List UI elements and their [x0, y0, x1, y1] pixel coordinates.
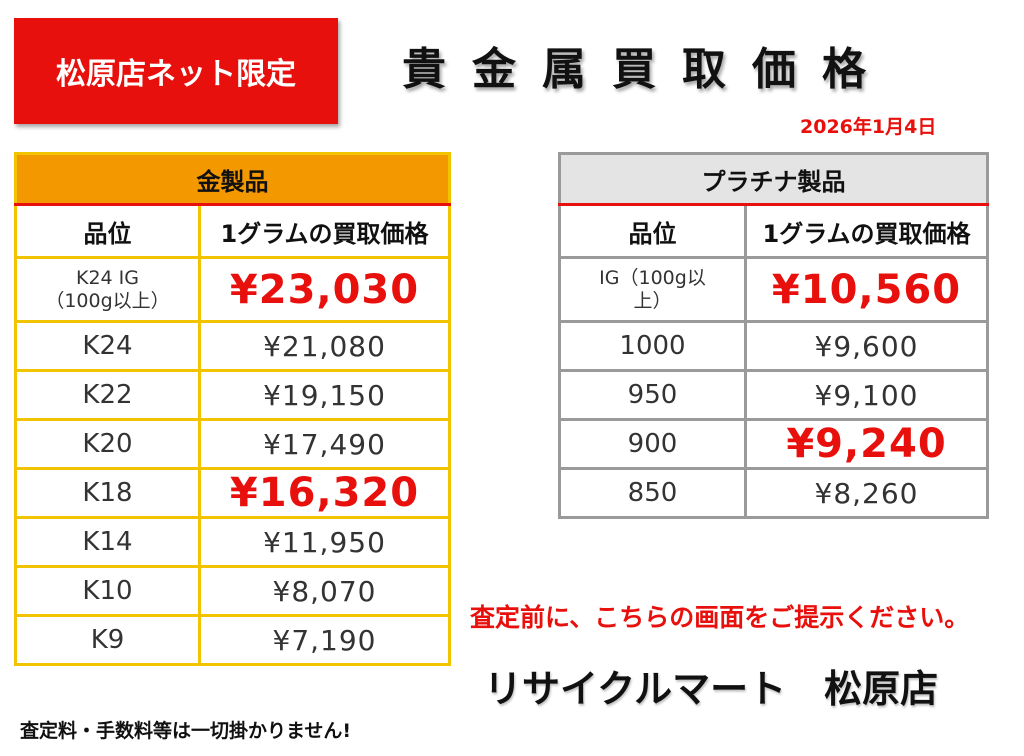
- gold-grade: K20: [14, 418, 201, 470]
- page-title: 貴金属買取価格: [402, 44, 892, 95]
- platinum-featured-price: ¥10,560: [744, 256, 989, 323]
- platinum-table-header: プラチナ製品: [558, 152, 989, 206]
- platinum-row: 1000 ¥9,600: [558, 320, 989, 372]
- platinum-grade: 850: [558, 467, 747, 519]
- platinum-grade-column-header: 品位: [558, 203, 747, 259]
- platinum-price: ¥9,100: [744, 369, 989, 421]
- platinum-row-ig: IG（100g以 上） ¥10,560: [558, 256, 989, 323]
- platinum-price-table: プラチナ製品 品位 1グラムの買取価格 IG（100g以 上） ¥10,560 …: [558, 152, 989, 519]
- gold-price: ¥7,190: [198, 614, 451, 666]
- no-fee-footnote: 査定料・手数料等は一切掛かりません!: [20, 720, 352, 742]
- platinum-price: ¥9,600: [744, 320, 989, 372]
- platinum-grade: 1000: [558, 320, 747, 372]
- platinum-grade: 950: [558, 369, 747, 421]
- gold-row: K14 ¥11,950: [14, 516, 451, 568]
- platinum-featured-price: ¥9,240: [744, 418, 989, 470]
- platinum-row-900: 900 ¥9,240: [558, 418, 989, 470]
- gold-price: ¥21,080: [198, 320, 451, 372]
- gold-grade: K24 IG （100g以上）: [14, 256, 201, 323]
- gold-grade: K22: [14, 369, 201, 421]
- show-screen-notice: 査定前に、こちらの画面をご提示ください。: [470, 603, 970, 632]
- gold-table-header: 金製品: [14, 152, 451, 206]
- gold-price: ¥19,150: [198, 369, 451, 421]
- platinum-grade-line: IG（100g以 上）: [599, 266, 706, 312]
- store-name: リサイクルマート 松原店: [484, 667, 939, 711]
- gold-price: ¥11,950: [198, 516, 451, 568]
- gold-grade: K24: [14, 320, 201, 372]
- gold-grade: K9: [14, 614, 201, 666]
- gold-featured-price: ¥23,030: [198, 256, 451, 323]
- gold-row-k24-ig: K24 IG （100g以上） ¥23,030: [14, 256, 451, 323]
- gold-row: K22 ¥19,150: [14, 369, 451, 421]
- platinum-price: ¥8,260: [744, 467, 989, 519]
- gold-grade: K18: [14, 467, 201, 519]
- platinum-grade: 900: [558, 418, 747, 470]
- store-limited-badge: 松原店ネット限定: [14, 18, 338, 124]
- gold-featured-price: ¥16,320: [198, 467, 451, 519]
- gold-price: ¥8,070: [198, 565, 451, 617]
- platinum-row: 950 ¥9,100: [558, 369, 989, 421]
- gold-grade-column-header: 品位: [14, 203, 201, 259]
- gold-row-k18: K18 ¥16,320: [14, 467, 451, 519]
- gold-grade: K10: [14, 565, 201, 617]
- price-date: 2026年1月4日: [800, 116, 937, 138]
- platinum-grade: IG（100g以 上）: [558, 256, 747, 323]
- gold-price-table: 金製品 品位 1グラムの買取価格 K24 IG （100g以上） ¥23,030…: [14, 152, 451, 666]
- gold-row: K9 ¥7,190: [14, 614, 451, 666]
- platinum-row: 850 ¥8,260: [558, 467, 989, 519]
- platinum-price-column-header: 1グラムの買取価格: [744, 203, 989, 259]
- gold-row: K24 ¥21,080: [14, 320, 451, 372]
- gold-grade: K14: [14, 516, 201, 568]
- gold-row: K10 ¥8,070: [14, 565, 451, 617]
- gold-price: ¥17,490: [198, 418, 451, 470]
- gold-grade-line: K24 IG （100g以上）: [45, 266, 170, 312]
- gold-row: K20 ¥17,490: [14, 418, 451, 470]
- gold-price-column-header: 1グラムの買取価格: [198, 203, 451, 259]
